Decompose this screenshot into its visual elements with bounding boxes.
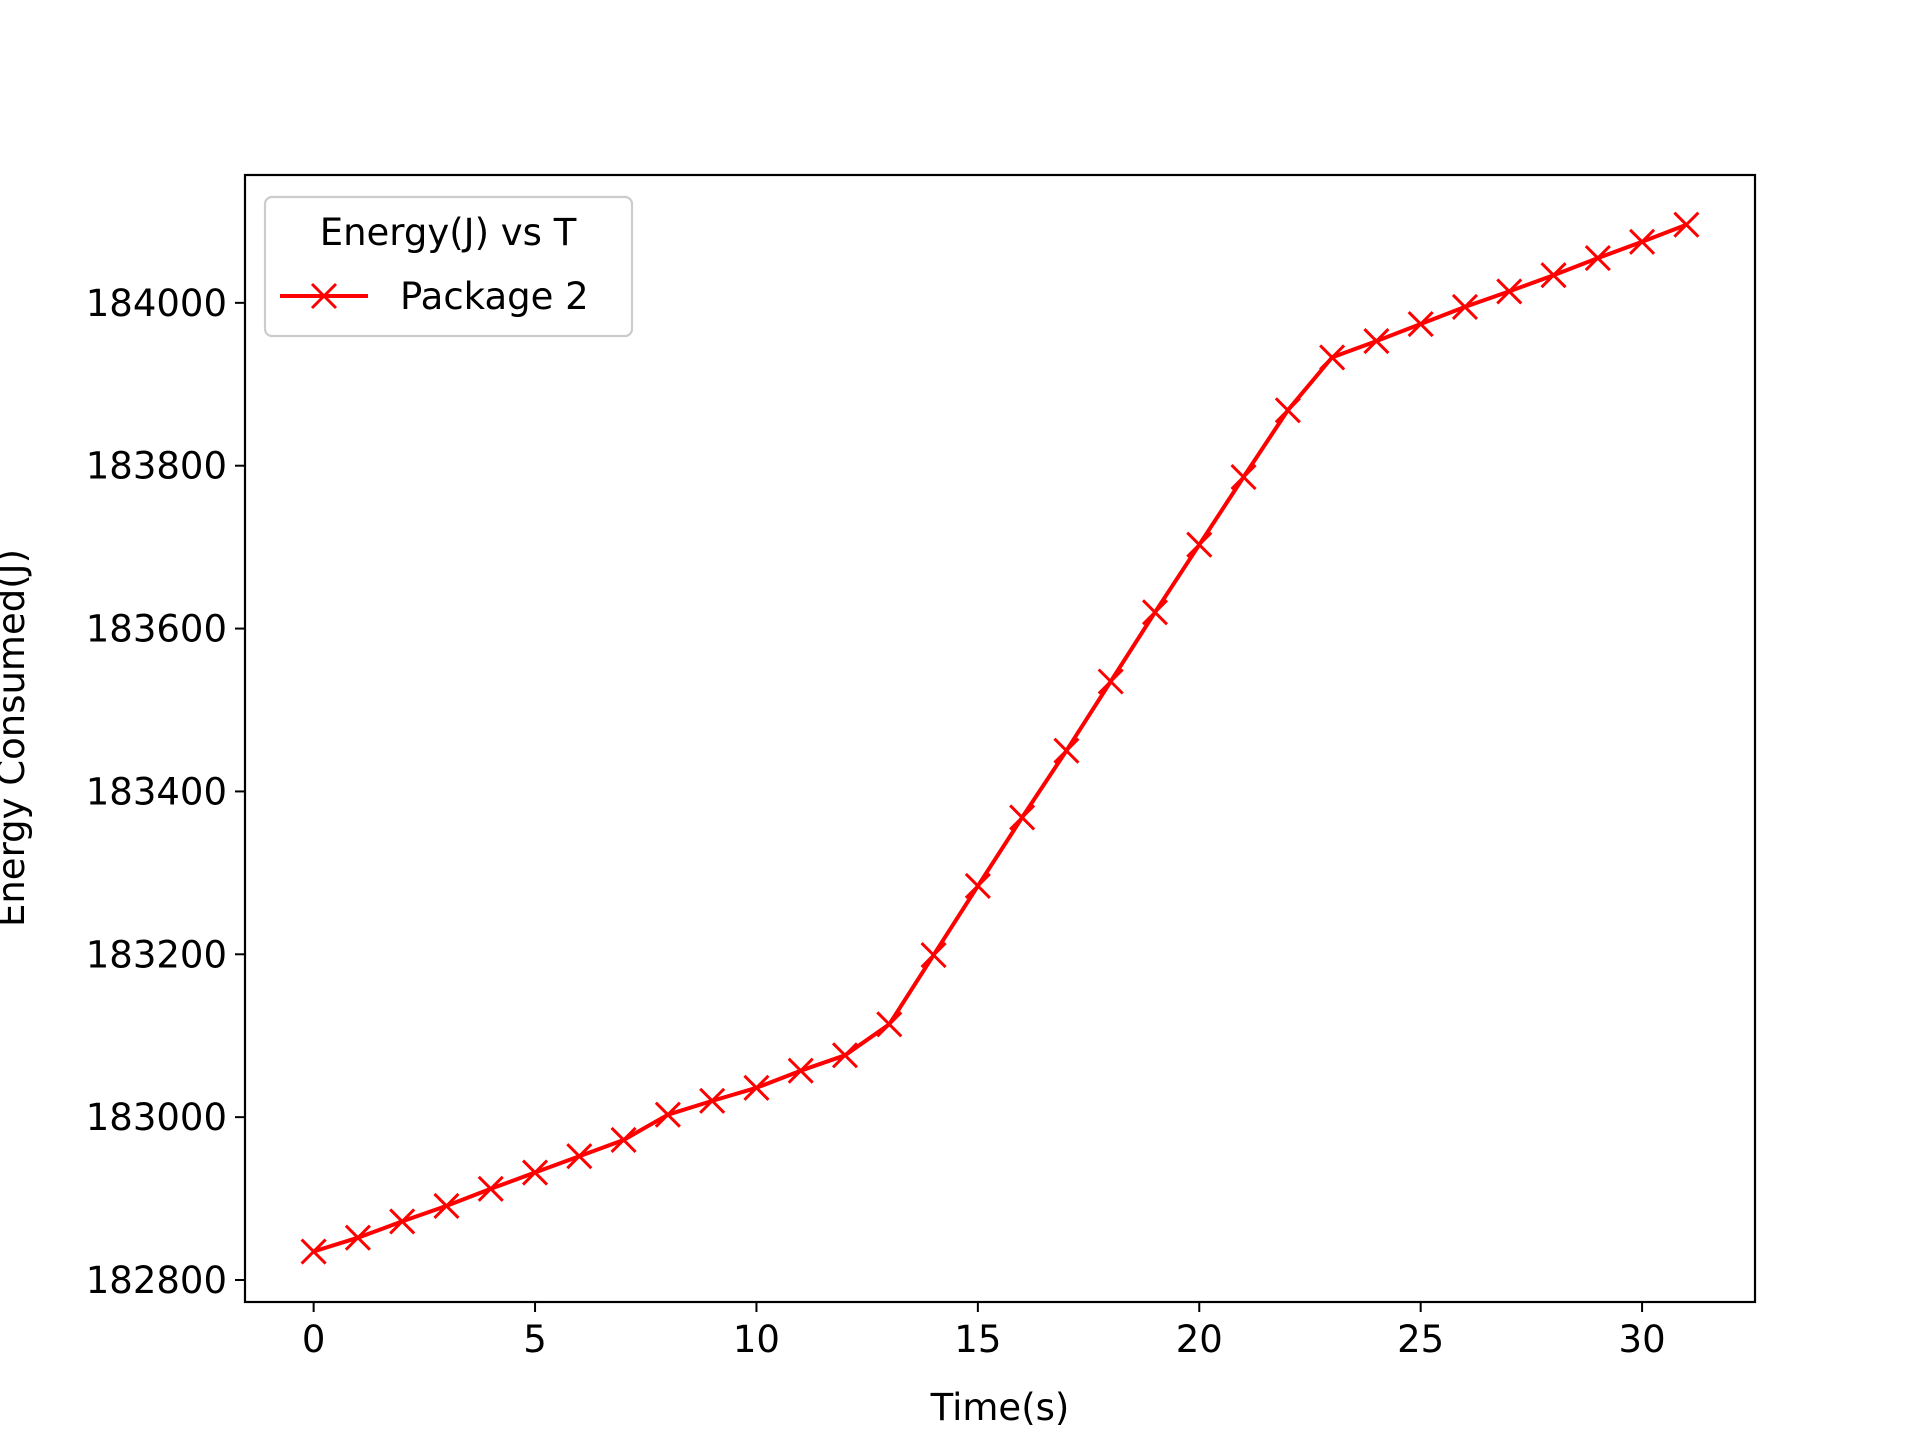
data-point [1584,244,1611,272]
data-point [1319,344,1346,371]
y-tick-label: 183800 [86,445,227,488]
x-axis-label: Time(s) [930,1386,1070,1429]
data-point [876,1011,903,1038]
data-point [1097,668,1124,695]
x-tick-label: 20 [1176,1318,1223,1361]
data-point [477,1175,504,1202]
data-point [521,1159,549,1186]
x-tick-label: 10 [733,1318,780,1361]
y-axis-label: Energy Consumed(J) [0,549,33,927]
plot-area [300,211,1700,1265]
series-line [313,222,1688,1254]
y-tick-label: 184000 [86,282,227,325]
data-point [1451,293,1479,320]
x-tick-label: 25 [1397,1318,1444,1361]
data-point [1053,737,1080,764]
data-point [1274,397,1301,424]
x-axis: 0 5 10 15 20 25 30 [302,1302,1666,1361]
legend-entry-label: Package 2 [400,275,589,318]
y-tick-label: 182800 [86,1259,227,1302]
x-tick-label: 5 [523,1318,547,1361]
data-point [1186,531,1213,558]
legend-marker-icon [310,282,338,310]
legend-box [263,195,634,338]
data-point [1496,278,1523,305]
data-point [389,1208,416,1235]
data-point [1540,262,1567,289]
data-point [920,942,947,969]
y-tick-label: 183000 [86,1096,227,1139]
data-point [300,1238,327,1265]
data-point [1009,804,1036,831]
data-point [1230,464,1257,491]
data-point [566,1143,593,1170]
data-point [964,872,991,899]
data-point [1363,328,1390,355]
data-point [344,1224,371,1251]
y-axis: 182800 183000 183200 183400 183600 183800 1840… [86,282,245,1302]
data-point [699,1087,726,1114]
data-point [1141,599,1169,626]
data-point [433,1192,460,1219]
data-point [1407,310,1434,338]
data-point [1629,228,1656,255]
legend-title: Energy(J) vs T [320,211,577,254]
data-point [1673,211,1700,238]
y-tick-label: 183200 [86,933,227,976]
data-point [787,1057,814,1084]
data-point [610,1126,637,1154]
x-tick-label: 0 [302,1318,326,1361]
data-point [654,1101,681,1128]
x-tick-label: 15 [954,1318,1001,1361]
data-point [743,1074,770,1101]
x-tick-label: 30 [1619,1318,1666,1361]
y-tick-label: 183400 [86,770,227,813]
axes-frame [243,173,1757,1304]
y-tick-label: 183600 [86,608,227,651]
legend: Energy(J) vs T Package 2 [263,195,634,338]
data-point [831,1042,859,1069]
